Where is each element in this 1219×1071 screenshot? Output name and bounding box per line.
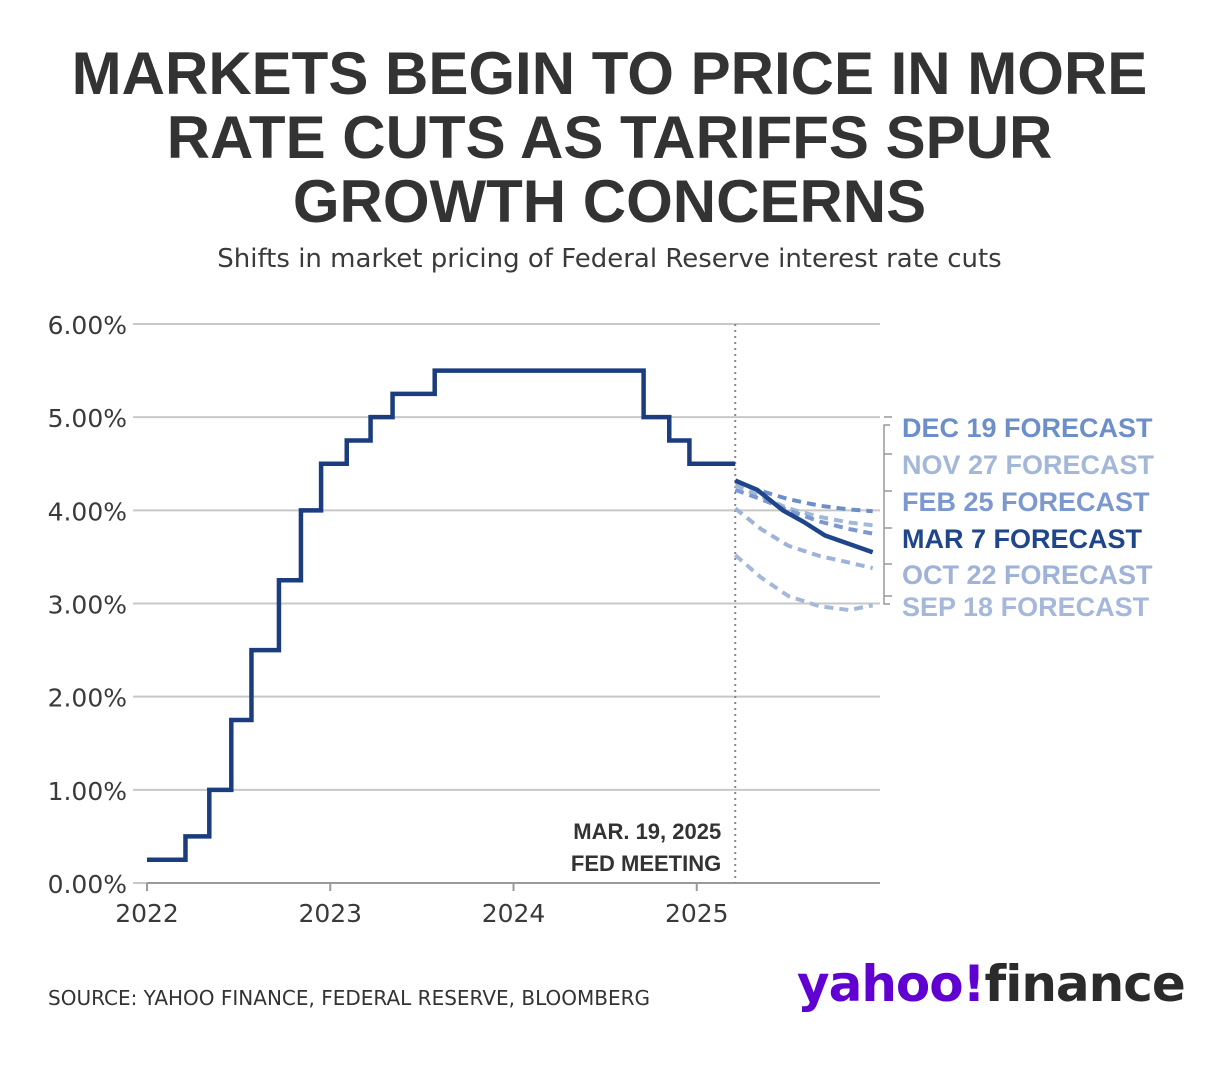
logo-finance-text: finance — [984, 955, 1185, 1013]
fed-meeting-annotation: MAR. 19, 2025 — [573, 819, 721, 844]
y-tick-label: 5.00% — [48, 404, 127, 433]
y-tick-label: 1.00% — [48, 777, 127, 806]
mar-7-forecast-line — [734, 478, 874, 555]
feb-25-forecast-line — [734, 487, 874, 536]
fed-funds-rate-line — [147, 368, 736, 862]
y-tick-label: 0.00% — [48, 870, 127, 899]
legend-bracket — [883, 424, 890, 605]
title-line-1: MARKETS BEGIN TO PRICE IN MORE — [71, 40, 1148, 107]
y-tick-label: 2.00% — [48, 684, 127, 713]
yahoo-finance-logo: yahoo!finance — [797, 955, 1186, 1025]
nov-27-forecast-line — [734, 483, 873, 528]
mar-7-forecast-label: MAR 7 FORECAST — [902, 524, 1143, 554]
y-tick-label: 3.00% — [48, 591, 127, 620]
logo-yahoo-text: yahoo! — [797, 955, 985, 1013]
x-tick-label: 2022 — [115, 899, 179, 928]
source-note: SOURCE: YAHOO FINANCE, FEDERAL RESERVE, … — [48, 986, 651, 1010]
feb-25-forecast-label: FEB 25 FORECAST — [902, 487, 1150, 517]
x-tick-label: 2023 — [298, 899, 362, 928]
sep-18-forecast-label: SEP 18 FORECAST — [902, 592, 1150, 622]
nov-27-forecast-label: NOV 27 FORECAST — [902, 450, 1155, 480]
x-tick-label: 2024 — [482, 899, 546, 928]
fed-meeting-annotation: FED MEETING — [571, 851, 721, 876]
title-line-2: RATE CUTS AS TARIFFS SPUR — [166, 104, 1053, 171]
oct-22-forecast-label: OCT 22 FORECAST — [902, 560, 1153, 590]
dec-19-forecast-label: DEC 19 FORECAST — [902, 413, 1153, 443]
sep-18-forecast-line — [733, 553, 874, 613]
oct-22-forecast-line — [733, 506, 874, 571]
y-tick-label: 6.00% — [48, 311, 127, 340]
x-tick-label: 2025 — [665, 899, 729, 928]
title-line-3: GROWTH CONCERNS — [292, 168, 927, 235]
chart-title: MARKETS BEGIN TO PRICE IN MORE RATE CUTS… — [0, 42, 1219, 234]
chart-subtitle: Shifts in market pricing of Federal Rese… — [217, 244, 1002, 274]
y-tick-label: 4.00% — [48, 497, 127, 526]
